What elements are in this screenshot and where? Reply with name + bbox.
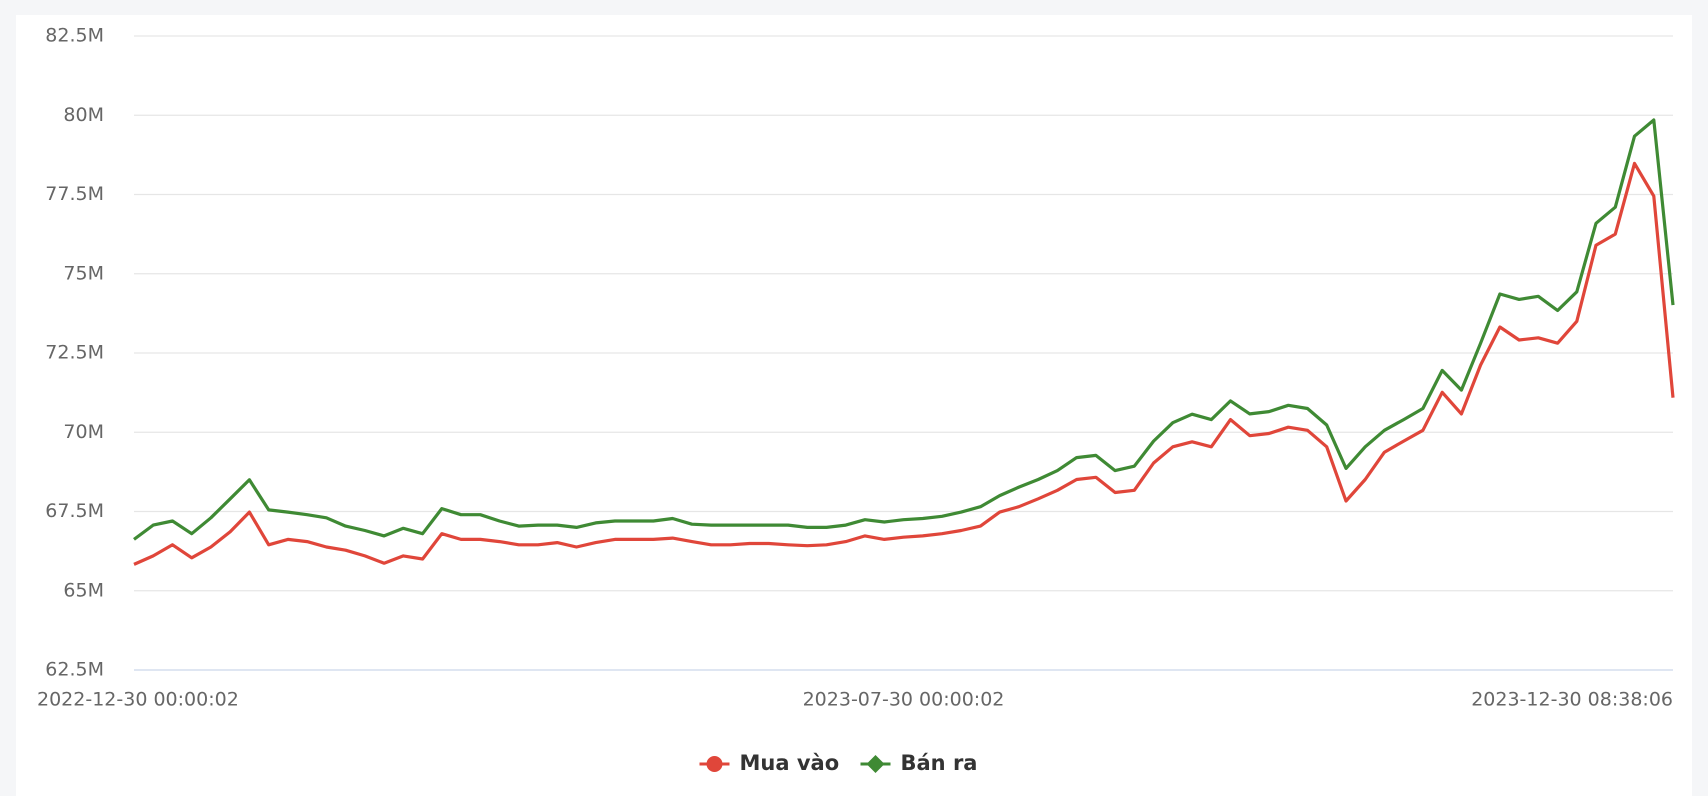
y-tick-label: 62.5M bbox=[45, 659, 104, 681]
legend-label[interactable]: Mua vào bbox=[740, 751, 840, 775]
legend-marker[interactable] bbox=[706, 756, 723, 772]
y-tick-label: 82.5M bbox=[45, 25, 104, 47]
legend-marker[interactable] bbox=[866, 755, 885, 773]
series-line bbox=[133, 161, 1675, 566]
y-tick-label: 80M bbox=[63, 104, 104, 126]
chart-card bbox=[16, 15, 1692, 796]
x-tick-label: 2022-12-30 00:00:02 bbox=[37, 689, 239, 711]
x-tick-label: 2023-12-30 08:38:06 bbox=[1471, 689, 1673, 711]
series-line bbox=[133, 118, 1675, 541]
y-tick-label: 77.5M bbox=[45, 183, 104, 205]
x-tick-label: 2023-07-30 00:00:02 bbox=[803, 689, 1005, 711]
y-tick-label: 67.5M bbox=[45, 500, 104, 522]
legend-item[interactable]: Mua vào bbox=[699, 751, 840, 775]
y-tick-label: 72.5M bbox=[45, 342, 104, 364]
y-tick-label: 75M bbox=[63, 262, 104, 284]
y-tick-label: 70M bbox=[63, 421, 104, 443]
y-tick-label: 65M bbox=[63, 579, 104, 601]
legend-item[interactable]: Bán ra bbox=[860, 751, 978, 775]
legend-label[interactable]: Bán ra bbox=[901, 751, 978, 775]
